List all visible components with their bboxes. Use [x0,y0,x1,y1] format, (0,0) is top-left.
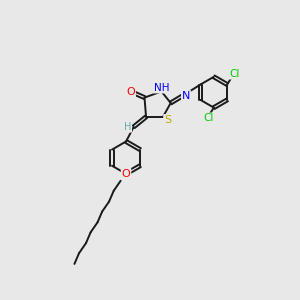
Text: Cl: Cl [230,69,240,79]
Text: H: H [124,122,131,132]
Text: S: S [164,115,171,125]
Text: Cl: Cl [203,113,214,123]
Text: O: O [122,169,130,179]
Text: NH: NH [154,82,169,93]
Text: N: N [182,91,190,101]
Text: O: O [126,87,135,97]
